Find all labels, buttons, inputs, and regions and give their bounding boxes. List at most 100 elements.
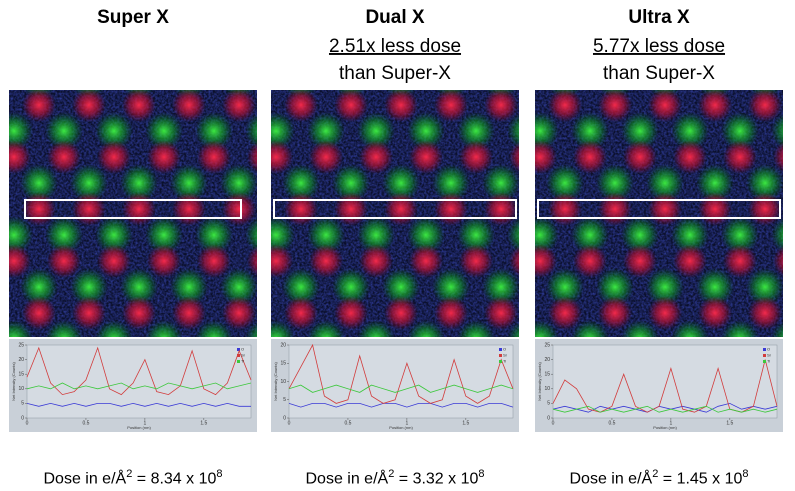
atom-column — [648, 192, 682, 226]
y-tick-label: 5 — [547, 401, 550, 407]
atom-column — [47, 140, 81, 174]
plot-area — [26, 344, 252, 419]
atom-column — [22, 296, 56, 330]
caption-part: = 8.34 x 10 — [132, 470, 217, 488]
atom-column — [723, 244, 757, 278]
atom-column — [247, 141, 257, 173]
atom-column — [95, 216, 133, 254]
dose-caption: Dose in e/Å2 = 3.32 x 108 — [265, 468, 525, 488]
atom-column — [220, 164, 257, 202]
atom-column — [332, 164, 370, 202]
x-tick-label: 0 — [26, 420, 29, 426]
x-tick-label: 1.5 — [200, 420, 207, 426]
atom-column — [45, 216, 83, 254]
legend-swatch — [763, 354, 766, 357]
atom-column — [72, 90, 106, 122]
atom-column — [571, 216, 609, 254]
atom-column — [482, 164, 519, 202]
atom-column — [97, 140, 131, 174]
atom-column — [407, 216, 445, 254]
data-line — [26, 402, 251, 407]
atom-column — [20, 164, 58, 202]
dose-caption: Dose in e/Å2 = 1.45 x 108 — [529, 468, 789, 488]
data-line — [26, 346, 252, 396]
atom-column — [357, 320, 395, 337]
atom-column — [334, 192, 368, 226]
atom-column — [284, 90, 318, 122]
atom-column — [145, 112, 183, 150]
caption-part: 8 — [478, 468, 485, 480]
legend-label: O — [241, 347, 244, 352]
atom-column — [507, 217, 519, 253]
legend-label: O — [767, 347, 770, 352]
atom-column — [147, 244, 181, 278]
atom-column — [222, 90, 256, 122]
y-tick-label: 10 — [18, 386, 24, 392]
atom-column — [307, 216, 345, 254]
atom-column — [598, 90, 632, 122]
atom-column — [97, 244, 131, 278]
atom-column — [307, 112, 345, 150]
atom-column — [546, 268, 584, 306]
atom-column — [0, 372, 8, 410]
x-tick-label: 1.5 — [726, 420, 733, 426]
atom-column — [721, 320, 759, 337]
atom-column — [95, 112, 133, 150]
atom-column — [573, 244, 607, 278]
atom-column — [507, 321, 519, 337]
atom-column — [0, 60, 8, 98]
atom-column — [698, 192, 732, 226]
micrograph — [535, 36, 795, 337]
atom-column — [571, 112, 609, 150]
atom-column — [621, 320, 659, 337]
y-tick-label: 10 — [280, 379, 286, 385]
x-tick-label: 1 — [406, 420, 409, 426]
atom-column — [282, 268, 320, 306]
atom-column — [172, 90, 206, 122]
atom-column — [596, 268, 634, 306]
legend-swatch — [763, 360, 766, 363]
atom-column — [482, 268, 519, 306]
atom-column — [773, 141, 783, 173]
x-tick-label: 0.5 — [82, 420, 89, 426]
legend-swatch — [499, 360, 502, 363]
atom-column — [773, 36, 795, 70]
atom-column — [596, 164, 634, 202]
atom-column — [509, 36, 543, 70]
atom-column — [434, 90, 468, 122]
atom-column — [509, 245, 519, 277]
atom-column — [245, 321, 257, 337]
atom-column — [282, 164, 320, 202]
atom-column — [122, 90, 156, 122]
x-tick-label: 0.5 — [344, 420, 351, 426]
atom-column — [9, 140, 31, 174]
atom-column — [382, 164, 420, 202]
atom-column — [172, 296, 206, 330]
atom-column — [147, 36, 181, 70]
caption-part: 2 — [388, 468, 395, 480]
atom-column — [72, 296, 106, 330]
caption-part: Dose in e/Å — [569, 470, 653, 488]
atom-column — [535, 244, 557, 278]
x-axis-label: Position (nm) — [127, 425, 151, 430]
atom-column — [646, 164, 684, 202]
atom-column — [70, 164, 108, 202]
atom-column — [0, 36, 31, 70]
atom-column — [646, 268, 684, 306]
atom-column — [432, 268, 470, 306]
atom-column — [284, 296, 318, 330]
atom-column — [222, 296, 256, 330]
atom-column — [621, 112, 659, 150]
x-axis-label: Position (nm) — [389, 425, 413, 430]
atom-column — [259, 36, 293, 70]
atom-column — [746, 268, 783, 306]
legend-swatch — [237, 360, 240, 363]
legend-label: Sr — [767, 353, 772, 358]
atom-column — [197, 244, 231, 278]
y-tick-label: 15 — [544, 372, 550, 378]
atom-column — [97, 36, 131, 70]
y-tick-label: 0 — [547, 415, 550, 421]
atom-column — [145, 320, 183, 337]
atom-column — [721, 112, 759, 150]
data-line — [288, 403, 514, 408]
